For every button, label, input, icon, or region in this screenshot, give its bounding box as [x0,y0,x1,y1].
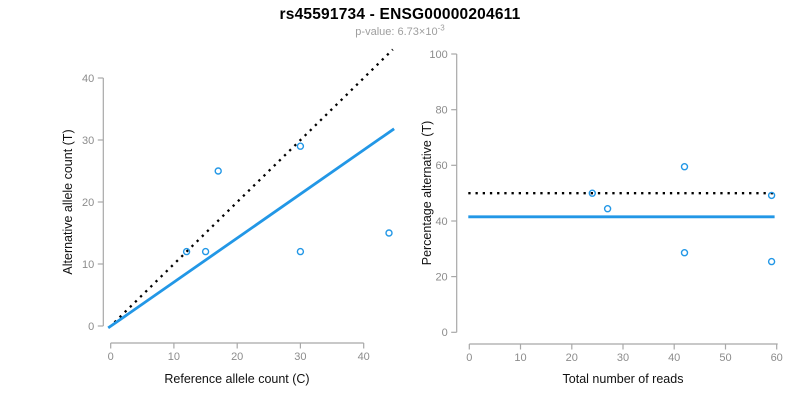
data-point [680,162,689,171]
x-axis-tick-label: 30 [617,352,629,364]
data-point [588,189,596,197]
x-axis-tick-label: 10 [514,352,526,364]
x-axis-tick-label: 20 [231,351,243,363]
y-axis-tick-label: 20 [435,271,447,283]
x-axis-tick-label: 50 [719,352,731,364]
plot-title: rs45591734 - ENSG00000204611 [279,6,521,23]
subtitle-exponent: -3 [437,23,445,33]
data-point [201,247,210,256]
identity-line [113,48,394,324]
y-axis-tick-label: 40 [82,73,94,85]
data-point [767,257,776,266]
x-axis-tick-label: 0 [108,351,114,363]
x-axis-tick-label: 40 [668,352,680,364]
y-axis-tick-label: 30 [82,135,94,147]
data-point [214,167,222,175]
y-axis-title: Percentage alternative (T) [420,121,434,266]
y-axis-tick-label: 0 [442,327,448,339]
trend-line [107,127,395,330]
y-axis-tick-label: 0 [88,321,94,333]
y-axis-title: Alternative allele count (T) [61,129,75,274]
data-point [182,247,191,256]
y-axis-tick-label: 20 [82,197,94,209]
data-point [296,142,305,150]
y-axis-tick-label: 10 [82,259,94,271]
percentage-reads-scatter: 0 10 20 30 40 50 60 Total number of reads 0 20 40 6… [420,49,783,386]
x-axis-tick-label: 10 [168,351,180,363]
x-axis-title: Reference allele count (C) [164,372,309,386]
y-axis-tick-label: 80 [435,105,447,117]
data-point [385,229,393,237]
data-point [767,191,776,200]
data-point [296,247,305,256]
data-point [680,248,689,257]
allele-count-scatter: 0 10 20 30 40 Reference allele count (C) 0 10 20… [61,48,395,386]
x-axis-title: Total number of reads [563,372,684,386]
x-axis-tick-label: 0 [466,352,472,364]
plot-subtitle: p-value: 6.73×10-3 [0,23,800,38]
x-axis-tick-label: 30 [294,351,306,363]
x-axis-tick-label: 60 [771,352,783,364]
subtitle-text: p-value: 6.73×10 [355,26,438,38]
y-axis-tick-label: 100 [429,49,447,61]
data-point [603,204,612,213]
y-axis-tick-label: 60 [435,160,447,172]
y-axis-tick-label: 40 [435,216,447,228]
x-axis-tick-label: 20 [566,352,578,364]
x-axis-tick-label: 40 [358,351,370,363]
